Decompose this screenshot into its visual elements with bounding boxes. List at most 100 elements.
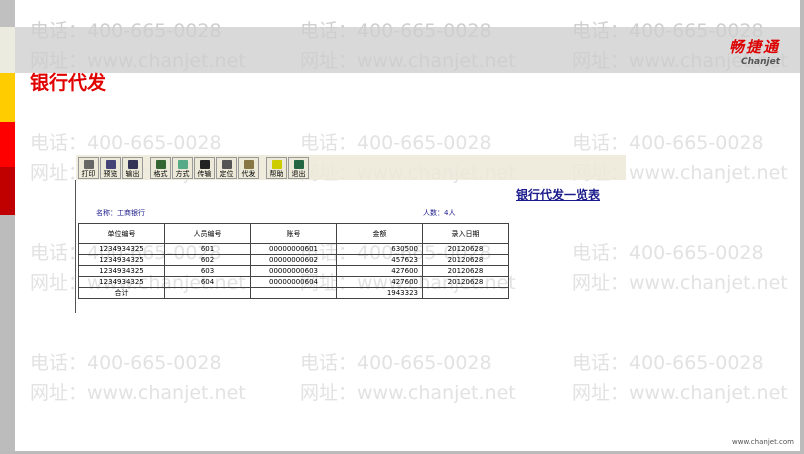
toolbar-label: 打印	[81, 169, 96, 178]
table-cell: 601	[164, 243, 251, 255]
table-cell: 1943323	[336, 287, 423, 299]
watermark-site: 网址：www.chanjet.net	[572, 50, 788, 72]
toolbar-button-4[interactable]: 方式	[172, 156, 193, 179]
footer-url: www.chanjet.com	[732, 438, 794, 446]
right-border	[800, 0, 804, 454]
toolbar-button-9[interactable]: 退出	[288, 156, 309, 179]
watermark-phone: 电话：400-665-0028	[572, 242, 764, 264]
watermark-phone: 电话：400-665-0028	[572, 20, 764, 42]
save-disk-icon	[199, 159, 210, 169]
headcount: 人数：4人	[423, 209, 456, 217]
table-cell: 427600	[336, 276, 423, 288]
printer-icon	[83, 159, 94, 169]
table-cell: 630500	[336, 243, 423, 255]
stripe-red	[0, 122, 15, 167]
toolbar-button-2[interactable]: 输出	[122, 156, 143, 179]
toolbar: 打印 预览 输出 格式 方式 传输 定位 代发 帮助 退出	[76, 155, 626, 180]
watermark-site: 网址：www.chanjet.net	[30, 382, 246, 404]
help-icon	[271, 159, 282, 169]
table-cell	[422, 287, 509, 299]
stripe-darkred	[0, 167, 15, 215]
toolbar-label: 退出	[291, 169, 306, 178]
format-icon	[155, 159, 166, 169]
toolbar-button-8[interactable]: 帮助	[266, 156, 287, 179]
watermark-site: 网址：www.chanjet.net	[572, 382, 788, 404]
toolbar-button-5[interactable]: 传输	[194, 156, 215, 179]
preview-icon	[105, 159, 116, 169]
watermark-phone: 电话：400-665-0028	[300, 352, 492, 374]
report-panel: 银行代发一览表 名称：工商银行 人数：4人 单位编号 人员编号 账号 金额 录入日期 1…	[75, 180, 625, 313]
table-cell: 20120628	[422, 254, 509, 266]
total-row: 合计 1943323	[78, 287, 509, 299]
exit-icon	[293, 159, 304, 169]
table-row: 1234934325 602 00000000602 457623 20120628	[78, 254, 509, 266]
table-cell: 00000000603	[250, 265, 337, 277]
table-cell: 20120628	[422, 265, 509, 277]
report-title: 银行代发一览表	[516, 188, 601, 202]
stripe-yellow	[0, 73, 15, 122]
toolbar-label: 预览	[103, 169, 118, 178]
payroll-icon	[243, 159, 254, 169]
watermark-phone: 电话：400-665-0028	[572, 352, 764, 374]
table-cell: 1234934325	[78, 254, 165, 266]
table-cell: 00000000601	[250, 243, 337, 255]
watermark-site: 网址：www.chanjet.net	[572, 272, 788, 294]
watermark-site: 网址：www.chanjet.net	[300, 50, 516, 72]
payroll-table: 单位编号 人员编号 账号 金额 录入日期 1234934325 601 0000000060…	[78, 223, 509, 299]
toolbar-label: 传输	[197, 169, 212, 178]
column-header: 金额	[336, 223, 423, 244]
logo-cn: 畅捷通	[728, 38, 780, 56]
table-cell: 603	[164, 265, 251, 277]
table-cell: 00000000604	[250, 276, 337, 288]
table-row: 1234934325 603 00000000603 427600 20120628	[78, 265, 509, 277]
table-cell: 427600	[336, 265, 423, 277]
table-cell	[250, 287, 337, 299]
watermark-site: 网址：www.chanjet.net	[300, 382, 516, 404]
table-cell: 合计	[78, 287, 165, 299]
logo-en: Chanjet	[741, 57, 780, 67]
table-row: 1234934325 601 00000000601 630500 20120628	[78, 243, 509, 255]
toolbar-button-1[interactable]: 预览	[100, 156, 121, 179]
table-row: 1234934325 604 00000000604 427600 20120628	[78, 276, 509, 288]
locate-icon	[221, 159, 232, 169]
bottom-border	[0, 451, 804, 454]
watermark-phone: 电话：400-665-0028	[30, 20, 222, 42]
slide-title: 银行代发	[30, 72, 107, 94]
toolbar-button-6[interactable]: 定位	[216, 156, 237, 179]
table-cell: 20120628	[422, 243, 509, 255]
toolbar-label: 代发	[241, 169, 256, 178]
watermark-phone: 电话：400-665-0028	[30, 132, 222, 154]
table-cell: 20120628	[422, 276, 509, 288]
export-icon	[127, 159, 138, 169]
header-band	[15, 27, 800, 73]
table-cell: 1234934325	[78, 276, 165, 288]
stripe-beige	[0, 27, 15, 73]
toolbar-button-3[interactable]: 格式	[150, 156, 171, 179]
toolbar-label: 输出	[125, 169, 140, 178]
table-cell	[164, 287, 251, 299]
stripe-gray	[0, 0, 15, 27]
toolbar-label: 方式	[175, 169, 190, 178]
table-cell: 602	[164, 254, 251, 266]
toolbar-label: 帮助	[269, 169, 284, 178]
watermark-phone: 电话：400-665-0028	[572, 132, 764, 154]
watermark-phone: 电话：400-665-0028	[300, 20, 492, 42]
table-cell: 457623	[336, 254, 423, 266]
stripe-gray-bottom	[0, 215, 15, 454]
table-cell: 604	[164, 276, 251, 288]
table-cell: 1234934325	[78, 265, 165, 277]
watermark-phone: 电话：400-665-0028	[300, 132, 492, 154]
column-header: 录入日期	[422, 223, 509, 244]
column-header: 人员编号	[164, 223, 251, 244]
watermark-phone: 电话：400-665-0028	[30, 352, 222, 374]
table-cell: 1234934325	[78, 243, 165, 255]
watermark-site: 网址：www.chanjet.net	[30, 50, 246, 72]
toolbar-button-7[interactable]: 代发	[238, 156, 259, 179]
chanjet-logo: 畅捷通 Chanjet	[688, 36, 780, 67]
column-header: 单位编号	[78, 223, 165, 244]
toolbar-button-0[interactable]: 打印	[78, 156, 99, 179]
column-header: 账号	[250, 223, 337, 244]
bank-name: 名称：工商银行	[96, 209, 145, 217]
toolbar-label: 格式	[153, 169, 168, 178]
toolbar-label: 定位	[219, 169, 234, 178]
